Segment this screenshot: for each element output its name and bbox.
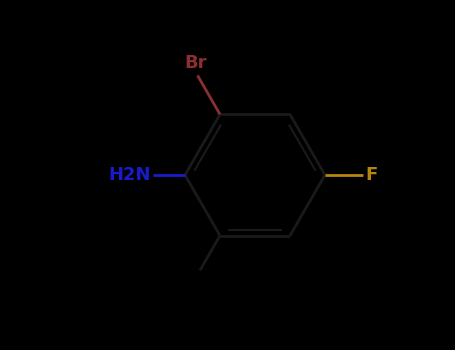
Text: Br: Br bbox=[184, 54, 207, 72]
Text: F: F bbox=[365, 166, 377, 184]
Text: H2N: H2N bbox=[108, 166, 151, 184]
